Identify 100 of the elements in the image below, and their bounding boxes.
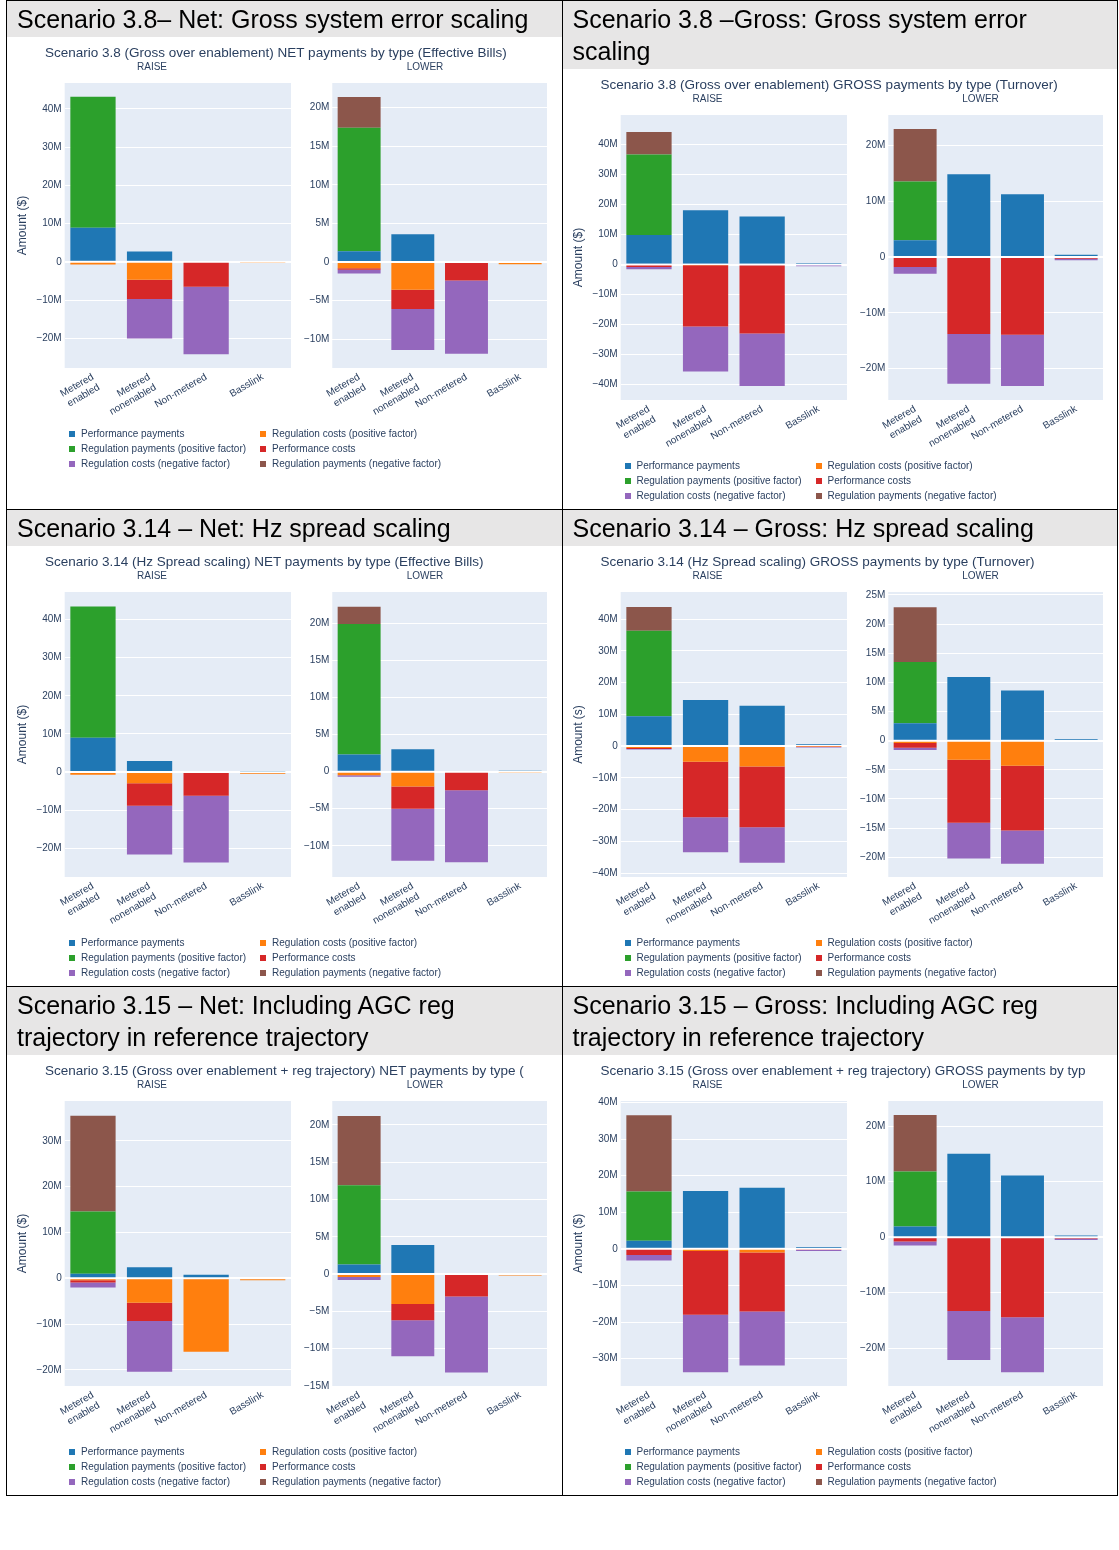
y-tick-label: 20M: [597, 198, 618, 210]
y-tick-label: 40M: [42, 102, 62, 114]
text: LOWER: [405, 60, 445, 74]
legend-label: Regulation costs (positive factor): [272, 937, 418, 948]
legend-label: Regulation costs (negative factor): [636, 1476, 786, 1487]
y-tick-label: 0: [56, 255, 63, 267]
y-tick-label: 10M: [309, 691, 330, 703]
y-tick-label: 10M: [865, 194, 885, 206]
y-tick-label: −10M: [591, 1279, 618, 1291]
y-tick-label: −20M: [36, 842, 62, 854]
y-tick-label: 10M: [597, 228, 618, 240]
y-tick-label: −15M: [859, 821, 885, 833]
y-tick-label: −10M: [36, 1317, 62, 1329]
legend-label: Regulation costs (positive factor): [827, 1446, 973, 1457]
chart-title: Scenario 3.8– Net: Gross system error scaling: [7, 1, 562, 37]
y-tick-label: 20M: [42, 689, 62, 701]
legend-label: Regulation payments (positive factor): [636, 1461, 802, 1472]
y-tick-label: −10M: [36, 293, 62, 305]
y-tick-label: 0: [611, 1242, 618, 1254]
y-tick-label: 25M: [865, 588, 885, 600]
legend-label: Performance payments: [81, 428, 185, 439]
y-tick-label: 20M: [42, 1180, 62, 1192]
legend-label: Regulation costs (positive factor): [827, 460, 973, 471]
y-tick-label: 30M: [597, 644, 618, 656]
y-tick-label: −20M: [859, 850, 885, 862]
y-tick-label: 20M: [309, 1118, 330, 1130]
legend-label: Regulation payments (positive factor): [81, 952, 247, 963]
y-tick-label: 10M: [42, 1226, 62, 1238]
y-tick-label: 20M: [309, 616, 330, 628]
chart-title: Scenario 3.14 – Gross: Hz spread scaling: [562, 510, 1117, 546]
y-tick-label: 0: [611, 258, 618, 270]
y-tick-label: 40M: [597, 138, 618, 150]
y-tick-label: 10M: [865, 676, 885, 688]
legend-label: Performance costs: [272, 443, 356, 454]
y-tick-label: 10M: [597, 708, 618, 720]
y-tick-label: −20M: [36, 1363, 62, 1375]
text: LOWER: [961, 569, 1000, 583]
y-tick-label: −20M: [859, 362, 885, 374]
legend-label: Regulation payments (positive factor): [636, 952, 802, 963]
y-tick-label: 10M: [597, 1205, 618, 1217]
y-tick-label: 10M: [865, 1175, 885, 1187]
legend-label: Performance costs: [827, 1461, 911, 1472]
chart-title: Scenario 3.15 – Net: Including AGC reg trajectory in reference trajectory: [7, 987, 562, 1055]
y-tick-label: −30M: [591, 348, 618, 360]
legend-label: Performance payments: [81, 1446, 185, 1457]
y-tick-label: −10M: [591, 771, 618, 783]
y-tick-label: 20M: [597, 1169, 618, 1181]
chart-subtitle: Scenario 3.8 (Gross over enablement) GROSS payments by type (Turnover): [599, 76, 1059, 92]
y-tick-label: 0: [879, 250, 886, 262]
chart-subtitle: Scenario 3.15 (Gross over enablement + reg trajectory) GROSS payments by typ: [599, 1062, 1087, 1078]
y-tick-label: −10M: [859, 306, 885, 318]
y-tick-label: 0: [323, 255, 330, 267]
y-tick-label: −30M: [591, 1352, 618, 1364]
legend-label: Performance costs: [272, 952, 356, 963]
legend-label: Regulation costs (negative factor): [81, 458, 230, 469]
y-tick-label: 20M: [865, 1119, 885, 1131]
text: RAISE: [136, 569, 168, 583]
y-tick-label: −5M: [309, 294, 330, 306]
legend-label: Regulation costs (positive factor): [827, 937, 973, 948]
legend-label: Performance costs: [827, 952, 911, 963]
y-tick-label: −10M: [304, 1342, 330, 1354]
text: RAISE: [136, 60, 168, 74]
y-tick-label: −40M: [591, 378, 618, 390]
legend-label: Performance payments: [81, 937, 185, 948]
legend-label: Regulation payments (positive factor): [81, 443, 247, 454]
y-tick-label: −20M: [36, 331, 62, 343]
chart-subtitle: Scenario 3.14 (Hz Spread scaling) GROSS payments by type (Turnover): [599, 553, 1036, 569]
chart-subtitle: Scenario 3.14 (Hz Spread scaling) NET payments by type (Effective Bills): [44, 553, 485, 569]
y-tick-label: −30M: [591, 835, 618, 847]
text: LOWER: [961, 1078, 1000, 1092]
y-tick-label: −5M: [309, 1305, 330, 1317]
y-axis-title: Amount ($): [570, 227, 585, 288]
y-tick-label: 30M: [597, 1132, 618, 1144]
chart-title: Scenario 3.15 – Gross: Including AGC reg trajectory in reference trajectory: [562, 987, 1117, 1055]
y-tick-label: 5M: [870, 705, 885, 717]
text: LOWER: [961, 92, 1000, 106]
y-tick-label: 30M: [597, 168, 618, 180]
y-tick-label: 15M: [865, 646, 885, 658]
text: LOWER: [405, 1078, 445, 1092]
y-tick-label: −20M: [591, 318, 618, 330]
legend-label: Regulation payments (negative factor): [272, 458, 442, 469]
y-tick-label: −10M: [591, 288, 618, 300]
y-tick-label: 15M: [309, 140, 330, 152]
y-tick-label: 20M: [865, 138, 885, 150]
y-tick-label: 30M: [42, 140, 62, 152]
legend-label: Regulation costs (positive factor): [272, 1446, 418, 1457]
legend-label: Regulation payments (negative factor): [827, 967, 997, 978]
chart-subtitle: Scenario 3.15 (Gross over enablement + reg trajectory) NET payments by type (: [44, 1062, 525, 1078]
y-axis-title: Amount ($): [570, 1213, 585, 1274]
y-tick-label: −20M: [591, 803, 618, 815]
text: RAISE: [691, 569, 724, 583]
y-tick-label: −40M: [591, 866, 618, 878]
y-axis-title: Amount (s): [570, 705, 585, 764]
y-tick-label: −5M: [865, 763, 885, 775]
y-axis-title: Amount ($): [14, 704, 29, 765]
y-tick-label: −10M: [304, 332, 330, 344]
legend-label: Regulation costs (positive factor): [272, 428, 418, 439]
y-tick-label: 10M: [309, 1193, 330, 1205]
y-tick-label: −10M: [304, 839, 330, 851]
legend-label: Regulation payments (negative factor): [827, 490, 997, 501]
